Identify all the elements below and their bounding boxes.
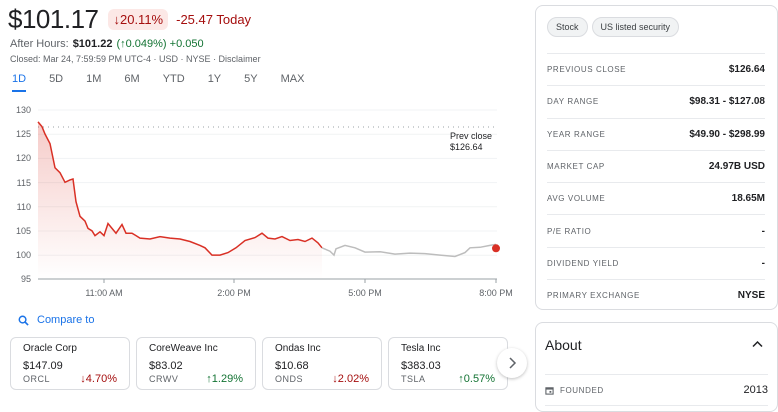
svg-text:2:00 PM: 2:00 PM [217, 288, 251, 298]
compare-to-button[interactable]: Compare to [18, 314, 94, 326]
chips: Stock US listed security [536, 6, 777, 37]
after-hours-change: (↑0.049%) +0.050 [116, 38, 204, 50]
compare-cards: Oracle Corp $147.09 ORCL ↓4.70% CoreWeav… [10, 337, 514, 390]
svg-text:115: 115 [17, 178, 31, 188]
tab-5d[interactable]: 5D [49, 73, 64, 85]
svg-text:8:00 PM: 8:00 PM [479, 288, 513, 298]
ticker: ONDS [275, 374, 304, 384]
stat-primary-exchange: PRIMARY EXCHANGE NYSE [547, 279, 765, 311]
svg-text:5:00 PM: 5:00 PM [348, 288, 382, 298]
svg-text:11:00 AM: 11:00 AM [85, 288, 122, 298]
company-price: $10.68 [275, 360, 309, 372]
chevron-up-icon[interactable] [752, 340, 763, 348]
tab-ytd[interactable]: YTD [162, 73, 185, 85]
next-button[interactable] [497, 348, 527, 378]
founded-row: FOUNDED 2013 [545, 374, 768, 406]
x-axis-labels: 11:00 AM 2:00 PM 5:00 PM 8:00 PM [85, 288, 512, 298]
svg-text:120: 120 [16, 153, 31, 163]
about-title: About [545, 337, 582, 353]
svg-text:110: 110 [17, 202, 31, 212]
search-icon [18, 315, 29, 326]
tab-1y[interactable]: 1Y [207, 73, 222, 85]
ticker: ORCL [23, 374, 51, 384]
company-name: Oracle Corp [23, 343, 77, 354]
closed-info: Closed: Mar 24, 7:59:59 PM UTC-4 · USD ·… [10, 54, 261, 64]
tab-6m[interactable]: 6M [124, 73, 140, 85]
change-percent: ↓2.02% [332, 373, 369, 385]
area-fill [38, 121, 322, 280]
chevron-right-icon [509, 357, 517, 369]
tab-max[interactable]: MAX [280, 73, 305, 85]
ticker: TSLA [401, 374, 426, 384]
stat-year-range: YEAR RANGE $49.90 - $298.99 [547, 117, 765, 150]
compare-card-orcl[interactable]: Oracle Corp $147.09 ORCL ↓4.70% [10, 337, 130, 390]
compare-card-onds[interactable]: Ondas Inc $10.68 ONDS ↓2.02% [262, 337, 382, 390]
compare-card-crwv[interactable]: CoreWeave Inc $83.02 CRWV ↑1.29% [136, 337, 256, 390]
compare-card-tsla[interactable]: Tesla Inc $383.03 TSLA ↑0.57% [388, 337, 508, 390]
about-panel: About FOUNDED 2013 [535, 322, 778, 412]
svg-text:130: 130 [16, 105, 31, 115]
svg-text:105: 105 [16, 226, 31, 236]
prev-close-value: $126.64 [450, 142, 483, 152]
company-name: Tesla Inc [401, 343, 441, 354]
svg-text:100: 100 [16, 250, 31, 260]
chip-us-listed[interactable]: US listed security [591, 17, 680, 37]
prev-close-label: Prev close [450, 131, 492, 141]
change-today: -25.47 Today [176, 12, 252, 27]
change-percent: ↑1.29% [206, 373, 243, 385]
after-hours-line [321, 243, 497, 258]
company-price: $147.09 [23, 360, 63, 372]
compare-to-label: Compare to [37, 314, 95, 326]
company-price: $383.03 [401, 360, 441, 372]
stat-day-range: DAY RANGE $98.31 - $127.08 [547, 85, 765, 117]
stat-avg-volume: AVG VOLUME 18.65M [547, 182, 765, 214]
tab-1d[interactable]: 1D [12, 73, 27, 92]
y-axis-labels: 130 125 120 115 110 105 100 95 [16, 105, 31, 284]
company-price: $83.02 [149, 360, 183, 372]
current-price: $101.17 [8, 4, 99, 34]
price-chart[interactable]: 130 125 120 115 110 105 100 95 Prev clos… [0, 100, 520, 300]
change-percent: ↑0.57% [458, 373, 495, 385]
company-name: Ondas Inc [275, 343, 321, 354]
x-ticks [103, 279, 497, 283]
change-percent: ↓4.70% [80, 373, 117, 385]
stat-dividend-yield: DIVIDEND YIELD - [547, 246, 765, 279]
after-hours: After Hours: $101.22 (↑0.049%) +0.050 [10, 38, 204, 50]
svg-text:95: 95 [21, 274, 31, 284]
founded-label: FOUNDED [560, 385, 604, 395]
stats-list: PREVIOUS CLOSE $126.64 DAY RANGE $98.31 - … [547, 53, 765, 311]
chip-stock[interactable]: Stock [547, 17, 588, 37]
regular-session-line [37, 121, 323, 256]
key-stats-panel: Stock US listed security PREVIOUS CLOSE $… [535, 5, 778, 310]
stat-pe-ratio: P/E RATIO - [547, 214, 765, 246]
stat-market-cap: MARKET CAP 24.97B USD [547, 149, 765, 182]
calendar-icon [545, 386, 554, 395]
after-hours-price: $101.22 [72, 38, 113, 50]
quote-section: $101.17 ↓20.11% -25.47 Today After Hours… [0, 4, 520, 390]
range-tabs: 1D 5D 1M 6M YTD 1Y 5Y MAX [12, 73, 327, 92]
company-name: CoreWeave Inc [149, 343, 218, 354]
after-hours-label: After Hours: [10, 38, 69, 50]
tab-5y[interactable]: 5Y [244, 73, 258, 85]
current-price-dot [492, 244, 500, 253]
ticker: CRWV [149, 374, 179, 384]
stat-previous-close: PREVIOUS CLOSE $126.64 [547, 53, 765, 85]
change-percent-badge: ↓20.11% [108, 9, 169, 30]
tab-1m[interactable]: 1M [86, 73, 102, 85]
founded-value: 2013 [743, 384, 768, 396]
svg-text:125: 125 [16, 129, 31, 139]
price-row: $101.17 ↓20.11% -25.47 Today [8, 4, 251, 35]
